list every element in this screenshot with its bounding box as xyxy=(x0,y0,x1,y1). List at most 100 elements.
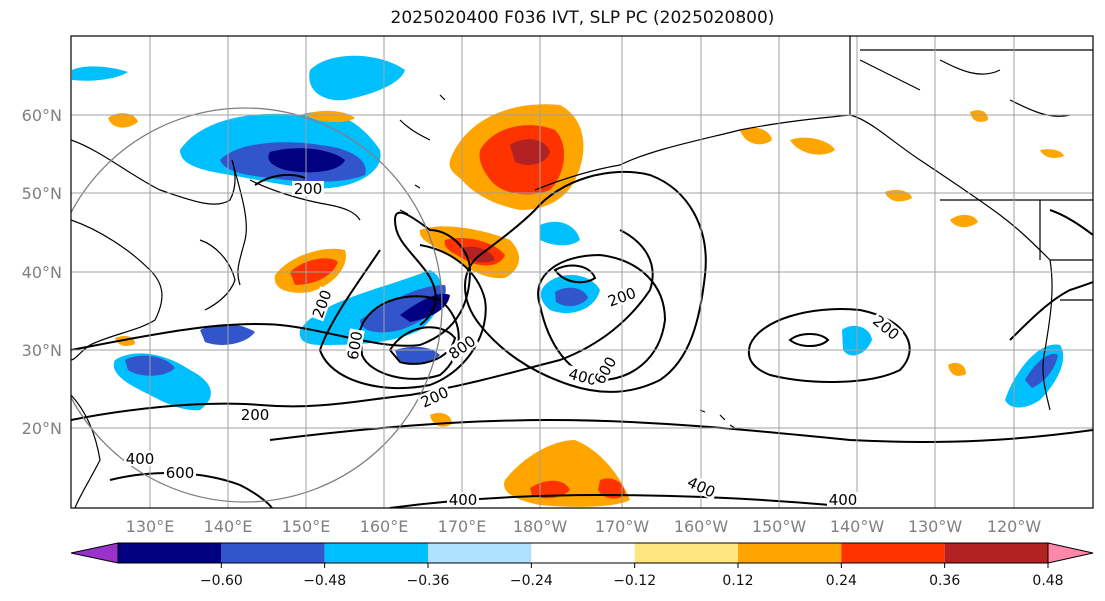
radius-circle xyxy=(71,107,443,503)
contour-line xyxy=(388,326,457,365)
contour-line xyxy=(788,333,830,347)
ivt-positive-region xyxy=(1040,149,1064,158)
contour-line xyxy=(318,244,487,389)
contour-label: 400 xyxy=(829,491,858,509)
lon-label: 130°E xyxy=(126,517,175,536)
colorbar-segment xyxy=(738,543,842,563)
colorbar-tick-label: 0.36 xyxy=(929,573,960,589)
colorbar-tick-label: 0.24 xyxy=(826,573,857,589)
contour-label-bg xyxy=(309,286,335,322)
contour-label-bg xyxy=(344,328,365,363)
contour-label-bg xyxy=(604,284,640,310)
contour-label-bg xyxy=(565,365,601,389)
lon-label: 170°W xyxy=(595,517,650,536)
ivt-negative-region xyxy=(309,55,405,101)
ivt-positive-region xyxy=(108,113,138,128)
colorbar-segment xyxy=(324,543,428,563)
coastline xyxy=(859,59,1071,117)
coastlines xyxy=(71,36,1093,508)
map-title: 2025020400 F036 IVT, SLP PC (2025020800) xyxy=(390,8,775,28)
contour-label-bg xyxy=(239,407,271,422)
contour-label-bg xyxy=(292,181,324,196)
longitude-labels: 130°E 140°E 150°E 160°E 170°E 180°W 170°W 160°W… xyxy=(126,517,1042,536)
contour-line xyxy=(1009,281,1093,341)
contour-label-bg xyxy=(124,451,156,466)
contour-line xyxy=(553,264,597,284)
colorbar-tick-label: −0.48 xyxy=(303,573,346,589)
lon-label: 140°E xyxy=(204,517,253,536)
ivt-positive-region xyxy=(462,246,495,263)
contour-label: 200 xyxy=(294,180,323,198)
colorbar-tick-label: −0.24 xyxy=(510,573,553,589)
contour-label-bg xyxy=(869,311,904,344)
colorbar-segment xyxy=(221,543,325,563)
ivt-positive-region xyxy=(970,110,988,122)
lon-label: 180°W xyxy=(513,517,568,536)
ivt-positive-region xyxy=(948,362,966,376)
colorbar: −0.60 −0.48 −0.36 −0.24 −0.12 0.12 0.24 0.36 0.4… xyxy=(70,542,1094,589)
contour-line xyxy=(269,418,1093,443)
colorbar-extend-left xyxy=(70,542,119,564)
ivt-positive-region xyxy=(740,127,772,145)
ivt-negative-region xyxy=(555,287,588,307)
colorbar-tick-label: −0.12 xyxy=(613,573,656,589)
ivt-negative-region xyxy=(72,66,128,81)
lon-label: 150°E xyxy=(282,517,331,536)
colorbar-segment xyxy=(634,543,738,563)
colorbar-segment xyxy=(118,543,222,563)
colorbar-tick-label: 0.12 xyxy=(722,573,753,589)
ivt-positive-region xyxy=(305,110,355,123)
contour-label: 600 xyxy=(166,464,195,482)
colorbar-extend-right xyxy=(1047,542,1094,564)
colorbar-segment xyxy=(428,543,532,563)
ivt-positive-region xyxy=(790,137,835,155)
coastline xyxy=(534,114,851,191)
contour-line xyxy=(358,295,460,380)
contour-line xyxy=(747,308,911,383)
latitude-labels: 60°N 50°N 40°N 30°N 20°N xyxy=(22,106,62,438)
contour-line xyxy=(254,173,306,186)
lat-label: 40°N xyxy=(22,263,62,282)
colorbar-segment xyxy=(531,543,635,563)
lon-label: 160°E xyxy=(360,517,409,536)
lat-label: 30°N xyxy=(22,341,62,360)
contour-label-bg xyxy=(444,331,480,363)
coastline xyxy=(249,179,361,221)
contour-label-bg xyxy=(590,352,620,388)
colorbar-tick-label: −0.36 xyxy=(407,573,450,589)
ivt-positive-region xyxy=(598,478,625,499)
contour-label: 600 xyxy=(344,330,367,361)
lon-label: 160°W xyxy=(674,517,729,536)
coastline xyxy=(399,119,431,141)
coastline xyxy=(849,36,1051,261)
coastline xyxy=(71,139,236,205)
contour-label: 400 xyxy=(126,450,155,468)
ivt-positive-region xyxy=(950,214,978,228)
map-frame xyxy=(70,35,1094,509)
lat-label: 60°N xyxy=(22,106,62,125)
contour-label-bg xyxy=(164,465,196,480)
ivt-negative-region xyxy=(400,293,450,322)
lon-label: 150°W xyxy=(752,517,807,536)
contour-label-bg xyxy=(416,383,453,411)
ivt-negative-region xyxy=(395,346,440,364)
lon-label: 130°W xyxy=(908,517,963,536)
colorbar-frame xyxy=(117,542,1049,564)
lon-label: 170°E xyxy=(438,517,487,536)
colorbar-tick-label: 0.48 xyxy=(1032,573,1063,589)
coastline xyxy=(399,94,446,215)
contour-label-bg xyxy=(827,492,859,507)
lon-label: 140°W xyxy=(830,517,885,536)
contour-line xyxy=(71,211,472,351)
coastline xyxy=(71,394,101,508)
contour-line xyxy=(109,472,273,508)
lat-label: 20°N xyxy=(22,419,62,438)
gridlines xyxy=(71,36,1093,508)
ivt-negative-region xyxy=(1025,353,1058,388)
lon-label: 120°W xyxy=(987,517,1042,536)
contour-line xyxy=(1049,209,1093,236)
colorbar-segment xyxy=(944,543,1048,563)
lat-label: 50°N xyxy=(22,184,62,203)
contour-label-bg xyxy=(683,473,720,501)
